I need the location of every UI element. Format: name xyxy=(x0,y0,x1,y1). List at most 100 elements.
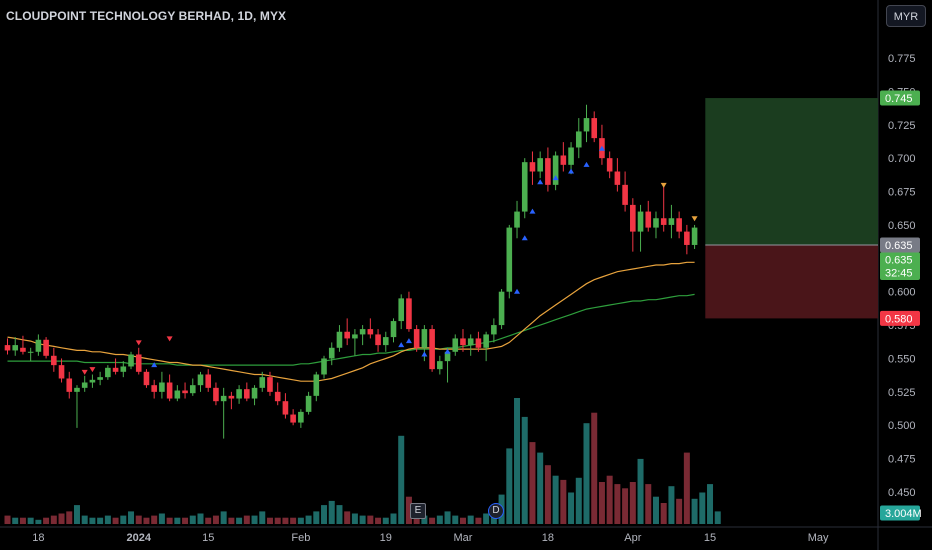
candle-body xyxy=(591,118,598,139)
candle-up xyxy=(467,334,474,356)
volume-bar xyxy=(174,517,181,524)
volume-bar xyxy=(97,517,104,524)
candle-body xyxy=(506,227,513,292)
candle-down xyxy=(622,171,628,212)
candle-down xyxy=(475,331,482,352)
time-tick-label: May xyxy=(808,532,829,544)
volume-bar xyxy=(228,517,235,524)
price-tick-label: 0.775 xyxy=(888,53,916,65)
candle-body xyxy=(182,390,188,394)
candle-body xyxy=(521,162,528,212)
volume-bar xyxy=(537,452,544,524)
time-tick-label: 2024 xyxy=(126,532,151,544)
candle-down xyxy=(429,325,435,372)
stop-zone xyxy=(705,244,878,319)
candle-up xyxy=(359,325,366,346)
candle-body xyxy=(51,355,57,366)
candle-body xyxy=(143,371,150,386)
candle-down xyxy=(4,338,11,355)
volume-tag-text: 3.004M xyxy=(885,508,922,520)
candle-body xyxy=(259,377,266,388)
candle-up xyxy=(668,204,675,239)
candle-up xyxy=(35,334,42,356)
buy-signal-marker xyxy=(444,348,451,354)
candle-up xyxy=(498,289,505,330)
buy-signal-marker xyxy=(537,179,544,185)
volume-bar xyxy=(166,517,173,524)
candle-body xyxy=(691,227,698,245)
current-price-tag-bg xyxy=(880,251,920,280)
candle-down xyxy=(143,369,150,388)
candlesticks xyxy=(4,104,698,439)
price-tick-label: 0.650 xyxy=(888,220,916,232)
candle-body xyxy=(305,395,312,412)
candle-up xyxy=(390,318,397,343)
buy-signal-marker xyxy=(598,145,605,151)
volume-bar xyxy=(483,513,490,524)
volume-bar xyxy=(629,482,636,524)
candle-up xyxy=(491,318,497,343)
volume-bar xyxy=(143,517,150,524)
candle-up xyxy=(382,331,389,352)
buy-signal-marker xyxy=(552,175,559,181)
candle-body xyxy=(630,204,636,232)
candle-body xyxy=(27,351,34,353)
candle-down xyxy=(228,391,235,410)
volume-bars xyxy=(4,398,721,524)
time-axis[interactable]: 18 2024 15 Feb 19 Mar 18 Apr 15 May xyxy=(32,532,829,544)
candle-up xyxy=(128,351,134,370)
currency-button[interactable]: MYR xyxy=(886,5,926,27)
volume-bar xyxy=(645,484,652,524)
price-tick-label: 0.725 xyxy=(888,120,916,132)
candle-down xyxy=(290,409,296,426)
current-price-tag-text: 0.635 xyxy=(885,254,913,266)
volume-bar xyxy=(568,492,575,524)
price-tick-label: 0.550 xyxy=(888,353,916,365)
profit-zone xyxy=(705,98,878,245)
time-tick-label: 19 xyxy=(380,532,392,544)
sell-signal-marker xyxy=(81,369,88,375)
target-price-tag-bg xyxy=(880,90,920,106)
volume-bar xyxy=(359,515,366,524)
candle-body xyxy=(251,387,258,399)
volume-bar xyxy=(475,517,482,524)
time-tick-label: 18 xyxy=(542,532,554,544)
time-tick-label: Feb xyxy=(291,532,310,544)
dividend-event-badge[interactable]: D xyxy=(488,503,504,519)
volume-bar xyxy=(205,517,212,524)
candle-down xyxy=(112,358,119,375)
candle-body xyxy=(483,334,489,348)
candle-up xyxy=(174,385,181,402)
candle-body xyxy=(413,329,420,348)
candle-body xyxy=(282,401,289,415)
volume-bar xyxy=(583,423,590,524)
volume-bar xyxy=(351,513,358,524)
candle-down xyxy=(560,142,567,172)
candle-down xyxy=(282,393,289,419)
volume-bar xyxy=(212,515,219,524)
volume-bar xyxy=(367,515,374,524)
candle-body xyxy=(359,329,366,335)
candle-body xyxy=(174,390,181,399)
candle-down xyxy=(645,200,652,232)
earnings-event-badge[interactable]: E xyxy=(410,503,426,519)
stop-price-tag-bg xyxy=(880,310,920,326)
volume-bar xyxy=(151,515,158,524)
volume-bar xyxy=(189,515,196,524)
volume-bar xyxy=(699,492,706,524)
candle-body xyxy=(135,354,142,372)
candle-body xyxy=(274,391,281,402)
candle-body xyxy=(437,361,443,370)
candle-down xyxy=(529,151,536,185)
candle-up xyxy=(537,151,543,179)
candle-body xyxy=(159,382,165,392)
volume-bar xyxy=(506,448,513,524)
candle-down xyxy=(660,184,667,232)
candle-down xyxy=(413,325,420,352)
candle-up xyxy=(437,355,443,375)
volume-bar xyxy=(382,517,389,524)
volume-bar xyxy=(182,517,189,524)
candle-up xyxy=(398,294,405,330)
